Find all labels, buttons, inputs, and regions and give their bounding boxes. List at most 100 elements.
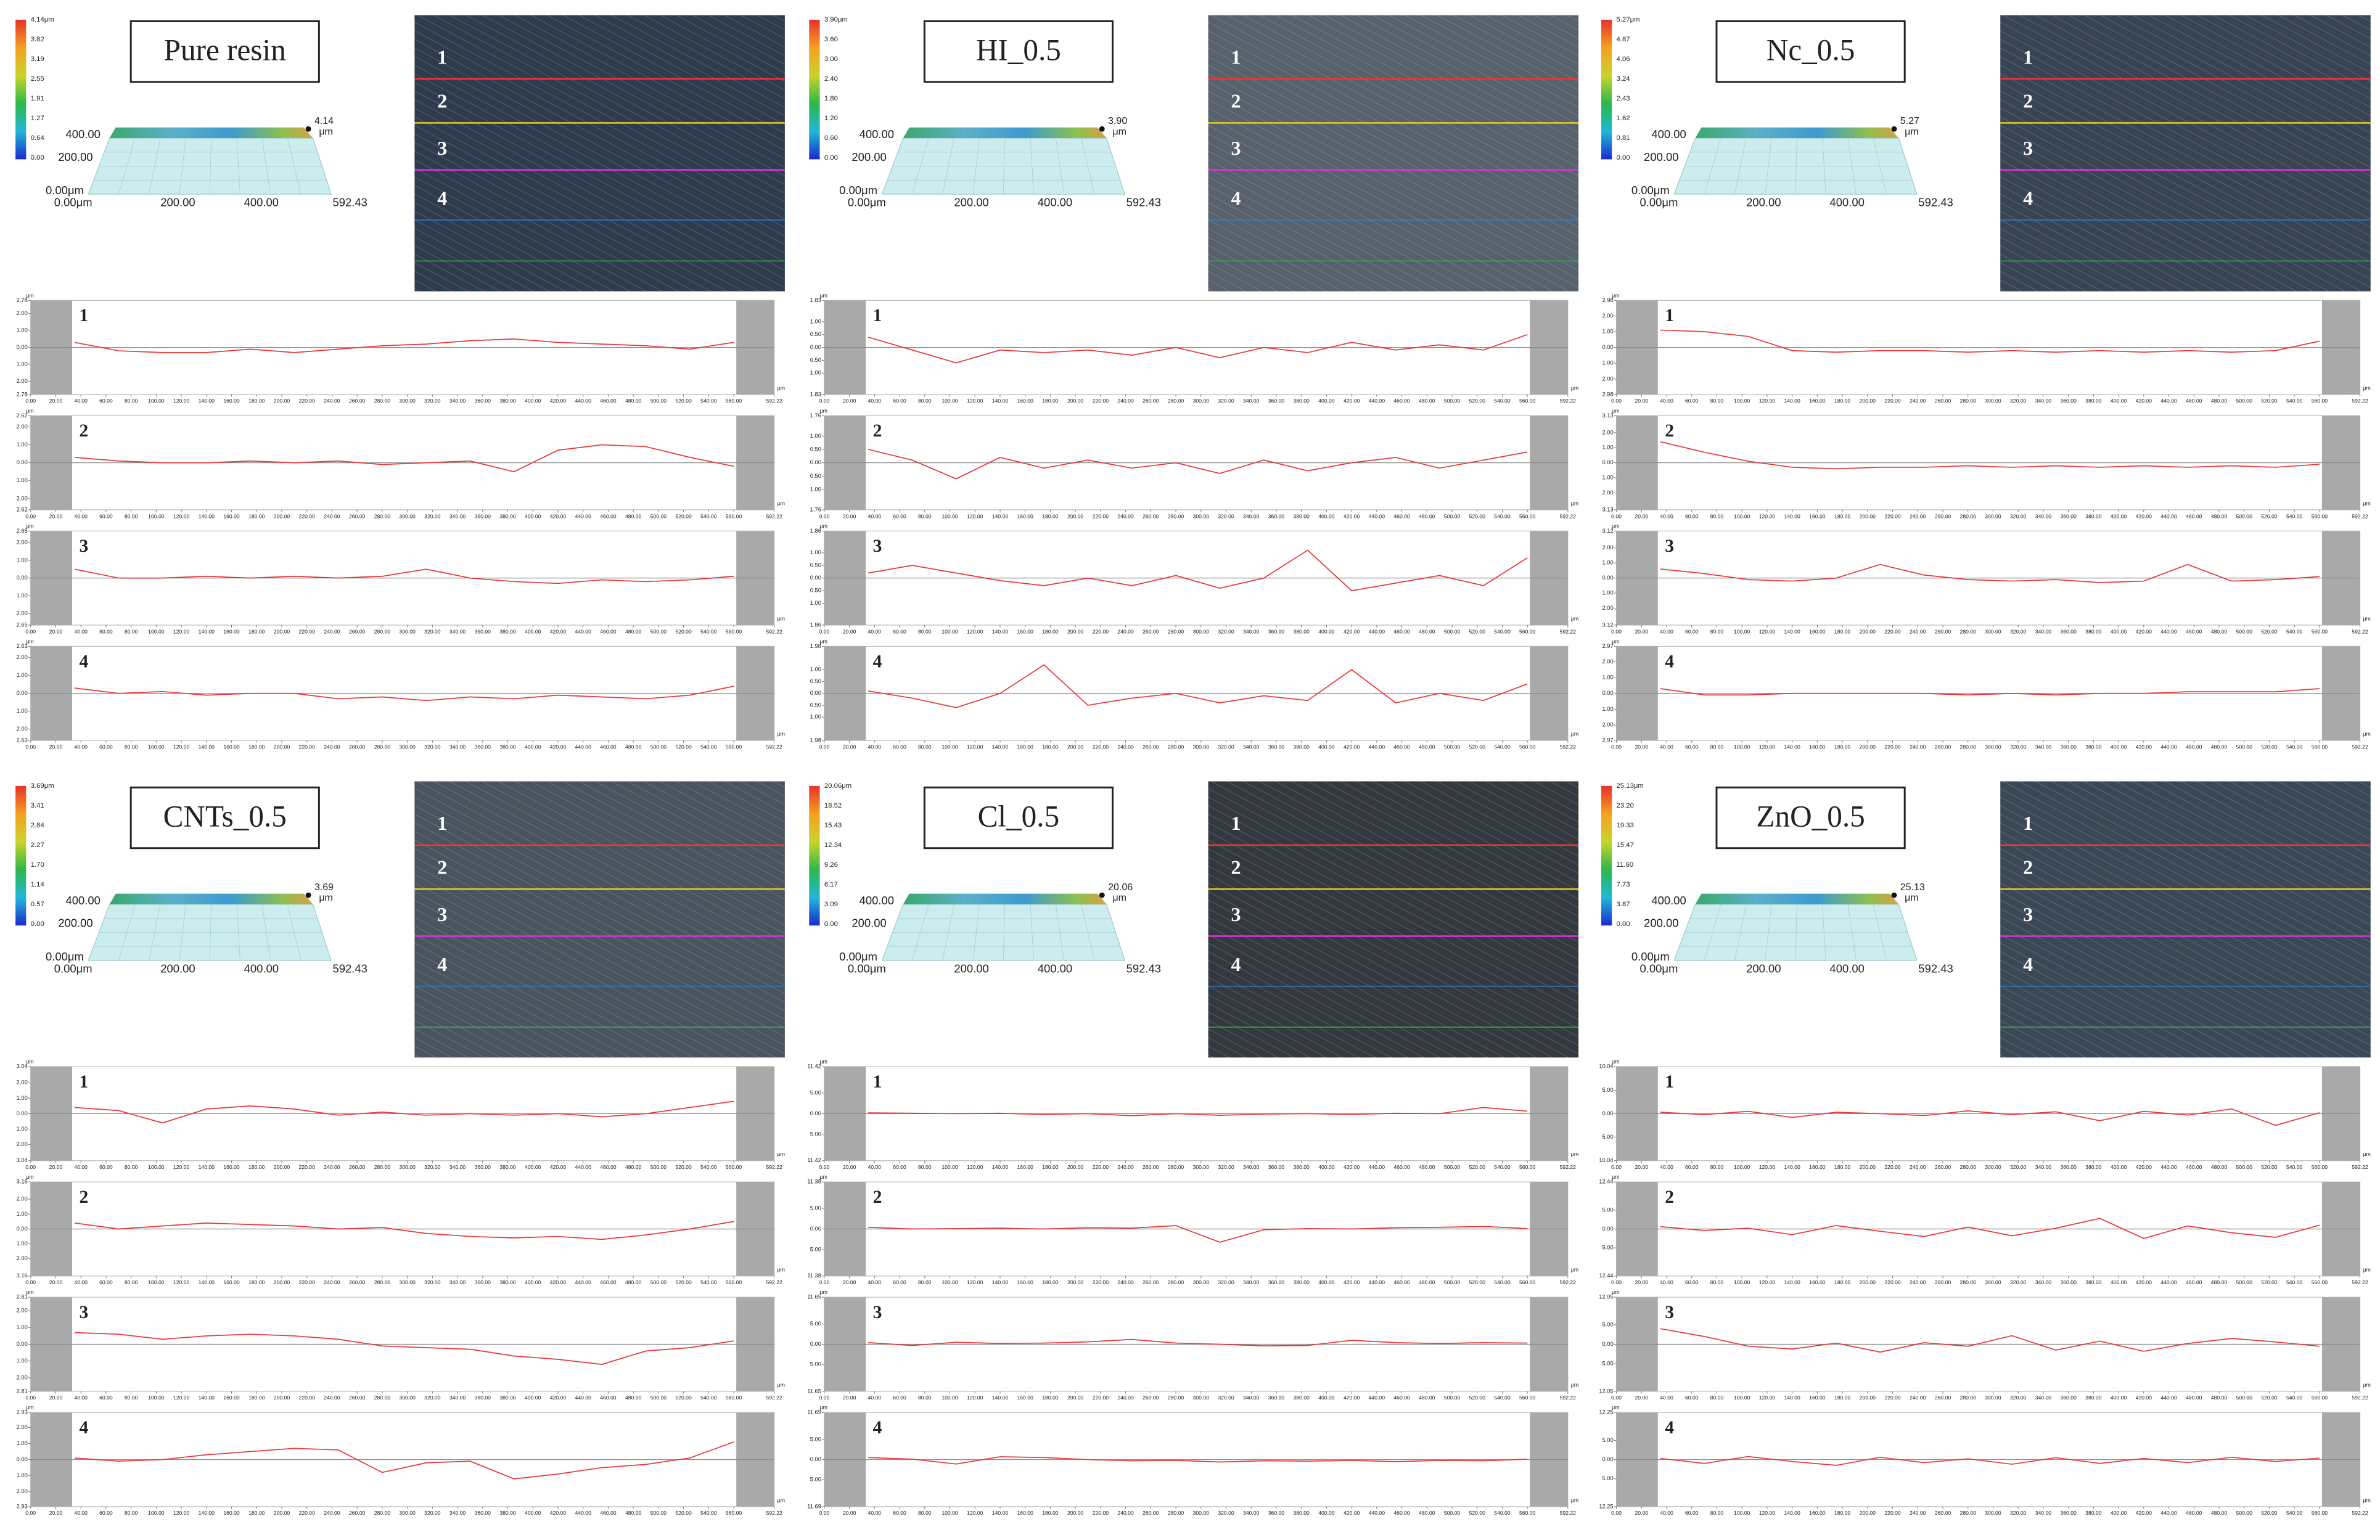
x-tick-label: 120.00 — [173, 398, 190, 404]
y-tick-label: 0.00 — [17, 1110, 28, 1116]
x-tick-label: 160.00 — [223, 628, 240, 634]
y-tick-label: 0.00 — [1602, 459, 1613, 465]
x-tick-label: 240.00 — [324, 513, 340, 519]
y-tick-label: 1.00 — [17, 708, 28, 714]
profile-line — [1660, 1456, 2320, 1466]
x-tick-label: 320.00 — [424, 1279, 441, 1285]
y-tick-label: 11.42 — [807, 1157, 821, 1163]
x-tick-label: 540.00 — [1494, 628, 1511, 634]
surface-axis-label: 0.00μm — [54, 962, 92, 975]
scan-line-number: 1 — [2023, 46, 2033, 68]
max-value: 3.69 — [314, 882, 334, 893]
x-tick-label: 140.00 — [199, 628, 215, 634]
x-tick-label: 100.00 — [148, 628, 165, 634]
profile-unit: μm — [2363, 1266, 2370, 1272]
x-tick-label: 100.00 — [1734, 1510, 1750, 1516]
x-tick-label: 460.00 — [1393, 743, 1410, 750]
color-bar-label: 1.80 — [824, 95, 838, 102]
x-tick-label: 160.00 — [223, 1395, 240, 1401]
x-tick-label: 20.00 — [49, 398, 63, 404]
x-tick-label: 592.22 — [1560, 628, 1577, 634]
x-tick-label: 420.00 — [2136, 1510, 2152, 1516]
x-tick-label: 140.00 — [199, 743, 215, 750]
x-tick-label: 380.00 — [1293, 398, 1310, 404]
scan-line-number: 2 — [2023, 90, 2033, 112]
x-tick-label: 300.00 — [399, 628, 416, 634]
x-tick-label: 480.00 — [2211, 743, 2228, 750]
x-tick-label: 300.00 — [1985, 1279, 2001, 1285]
x-tick-label: 480.00 — [625, 1510, 642, 1516]
x-tick-label: 320.00 — [424, 628, 441, 634]
x-tick-label: 0.00 — [819, 1164, 829, 1170]
x-tick-label: 540.00 — [2286, 1510, 2303, 1516]
y-tick-label: 0.00 — [1602, 344, 1613, 350]
x-tick-label: 592.22 — [766, 398, 782, 404]
x-tick-label: 220.00 — [1884, 1164, 1901, 1170]
y-tick-label: 1.00 — [17, 441, 28, 448]
y-tick-label: 0.50 — [810, 588, 821, 594]
x-tick-label: 60.00 — [1685, 1395, 1699, 1401]
max-value: 3.90 — [1108, 116, 1127, 126]
x-tick-label: 320.00 — [424, 1164, 441, 1170]
x-tick-label: 80.00 — [918, 398, 932, 404]
y-tick-label: 3.13 — [1602, 412, 1613, 419]
x-tick-label: 340.00 — [2035, 743, 2052, 750]
x-tick-label: 560.00 — [726, 398, 742, 404]
x-tick-label: 260.00 — [1143, 1395, 1159, 1401]
x-tick-label: 340.00 — [449, 1279, 466, 1285]
scan-line-number: 1 — [2023, 812, 2033, 834]
x-tick-label: 120.00 — [967, 628, 983, 634]
profile-unit: μm — [1571, 1266, 1578, 1272]
x-tick-label: 280.00 — [1960, 513, 1977, 519]
x-tick-label: 180.00 — [248, 513, 265, 519]
x-tick-label: 420.00 — [1344, 743, 1360, 750]
y-tick-label: 2.97 — [1602, 643, 1613, 649]
scan-line-number: 1 — [1231, 812, 1241, 834]
y-tick-label: 1.83 — [810, 391, 821, 397]
color-bar-label: 3.87 — [1617, 901, 1630, 908]
x-tick-label: 592.22 — [766, 513, 782, 519]
x-tick-label: 500.00 — [650, 1395, 667, 1401]
x-tick-label: 160.00 — [1017, 743, 1034, 750]
x-tick-label: 380.00 — [499, 743, 516, 750]
x-tick-label: 592.22 — [2352, 628, 2368, 634]
x-tick-label: 240.00 — [1910, 513, 1926, 519]
y-tick-label: 1.98 — [810, 737, 821, 743]
y-tick-label: 2.00 — [1602, 375, 1613, 382]
x-tick-label: 340.00 — [2035, 1164, 2052, 1170]
profile-line — [868, 334, 1528, 364]
y-tick-label: 1.00 — [17, 557, 28, 563]
profile-unit: μm — [1571, 731, 1578, 737]
profile-unit: μm — [819, 408, 827, 414]
color-bar-label: 3.41 — [31, 802, 44, 809]
x-tick-label: 440.00 — [2160, 513, 2177, 519]
y-tick-label: 1.86 — [810, 528, 821, 534]
y-tick-label: 0.00 — [810, 1456, 821, 1462]
x-tick-label: 20.00 — [1635, 1164, 1649, 1170]
surface-axis-label: 592.43 — [1918, 962, 1953, 975]
y-tick-label: 0.00 — [810, 1110, 821, 1116]
x-tick-label: 260.00 — [1935, 1510, 1951, 1516]
x-tick-label: 200.00 — [274, 1164, 290, 1170]
x-tick-label: 60.00 — [1685, 1279, 1699, 1285]
x-tick-label: 460.00 — [600, 628, 617, 634]
x-tick-label: 520.00 — [675, 513, 692, 519]
x-tick-label: 60.00 — [99, 1395, 113, 1401]
x-tick-label: 260.00 — [1143, 628, 1159, 634]
x-tick-label: 40.00 — [868, 1279, 882, 1285]
x-tick-label: 480.00 — [1419, 1395, 1435, 1401]
x-tick-label: 260.00 — [1935, 743, 1951, 750]
x-tick-label: 440.00 — [2160, 1164, 2177, 1170]
y-tick-label: 1.00 — [810, 549, 821, 555]
x-tick-label: 240.00 — [324, 1279, 340, 1285]
surface-axis-label: 592.43 — [332, 196, 367, 209]
x-tick-label: 420.00 — [550, 743, 567, 750]
y-tick-label: 0.00 — [810, 575, 821, 581]
x-tick-label: 500.00 — [2236, 628, 2253, 634]
x-tick-label: 40.00 — [868, 1510, 882, 1516]
surface-axis-label: 0.00μm — [1640, 196, 1678, 209]
x-tick-label: 220.00 — [299, 1395, 316, 1401]
x-tick-label: 40.00 — [1660, 398, 1673, 404]
x-tick-label: 140.00 — [199, 1164, 215, 1170]
scan-line-number: 3 — [437, 137, 447, 159]
